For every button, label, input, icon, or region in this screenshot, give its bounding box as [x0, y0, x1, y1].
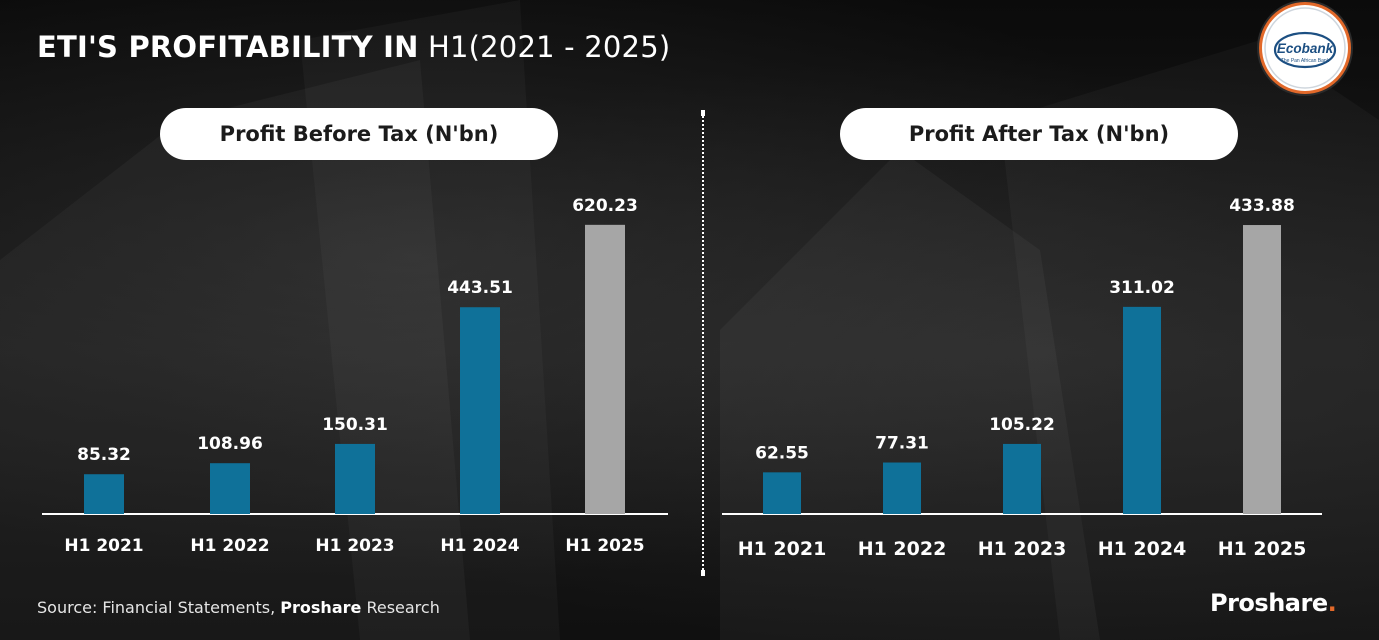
page-title: ETI'S PROFITABILITY IN H1(2021 - 2025) [37, 30, 670, 64]
pat-bar-0 [763, 472, 801, 514]
pat-bar-4 [1243, 225, 1281, 514]
source-suffix: Research [366, 598, 440, 617]
ecobank-logo: Ecobank The Pan African Bank [1262, 5, 1348, 91]
pat-category-label-2: H1 2023 [978, 538, 1067, 560]
pat-category-label-4: H1 2025 [1218, 538, 1307, 560]
pbt-value-label-1: 108.96 [197, 434, 263, 454]
source-bold: Proshare [280, 598, 362, 617]
pbt-bar-0 [84, 474, 124, 514]
pbt-chart-title: Profit Before Tax (N'bn) [160, 108, 558, 160]
pbt-category-label-2: H1 2023 [315, 536, 394, 556]
ecobank-logo-graphic: Ecobank The Pan African Bank [1264, 7, 1346, 89]
pat-bar-1 [883, 462, 921, 514]
pbt-value-label-2: 150.31 [322, 415, 388, 435]
logo-tagline: The Pan African Bank [1281, 58, 1330, 64]
title-bold: ETI'S PROFITABILITY IN [37, 30, 419, 64]
pat-value-label-4: 433.88 [1229, 196, 1295, 216]
title-period: H1(2021 - 2025) [427, 30, 671, 64]
chart-divider [701, 110, 705, 576]
source-note: Source: Financial Statements, Proshare R… [37, 598, 440, 617]
pat-value-label-1: 77.31 [875, 434, 929, 454]
pat-chart-title: Profit After Tax (N'bn) [840, 108, 1238, 160]
pbt-category-label-4: H1 2025 [565, 536, 644, 556]
source-prefix: Source: Financial Statements, [37, 598, 276, 617]
brand-name: Proshare [1210, 589, 1328, 617]
pat-value-label-0: 62.55 [755, 443, 809, 463]
pat-category-label-3: H1 2024 [1098, 538, 1187, 560]
pat-value-label-3: 311.02 [1109, 278, 1175, 298]
pbt-bar-3 [460, 307, 500, 514]
pat-bar-3 [1123, 306, 1161, 514]
pbt-category-label-0: H1 2021 [64, 536, 143, 556]
pbt-bar-2 [335, 443, 375, 514]
pbt-bar-1 [210, 463, 250, 514]
pbt-value-label-3: 443.51 [447, 278, 513, 298]
logo-wordmark: Ecobank [1277, 41, 1335, 56]
pat-category-label-0: H1 2021 [738, 538, 827, 560]
proshare-brand: Proshare. [1210, 589, 1337, 617]
pbt-value-label-0: 85.32 [77, 445, 131, 465]
pbt-category-label-3: H1 2024 [440, 536, 519, 556]
pat-category-label-1: H1 2022 [858, 538, 947, 560]
pbt-category-label-1: H1 2022 [190, 536, 269, 556]
pat-value-label-2: 105.22 [989, 415, 1055, 435]
brand-dot: . [1327, 589, 1337, 617]
pbt-bar-4 [585, 224, 625, 514]
pat-bar-2 [1003, 443, 1041, 514]
pbt-value-label-4: 620.23 [572, 196, 638, 216]
